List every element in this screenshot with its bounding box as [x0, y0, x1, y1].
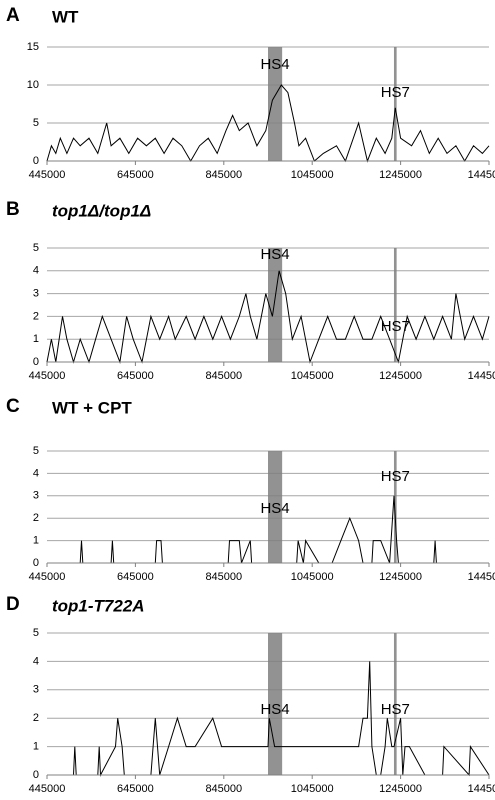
x-tick-label: 445000 [29, 571, 66, 583]
highlight-label: HS7 [381, 701, 410, 718]
highlight-label: HS4 [260, 56, 289, 73]
x-tick-label: 1445000 [468, 571, 495, 583]
y-tick-label: 1 [33, 333, 39, 345]
highlight-label: HS7 [381, 318, 410, 335]
y-tick-label: 0 [33, 155, 39, 167]
highlight-band [393, 451, 397, 563]
highlight-band [268, 248, 283, 362]
x-tick-label: 1045000 [291, 783, 334, 795]
y-tick-label: 1 [33, 535, 39, 547]
x-tick-label: 845000 [205, 571, 242, 583]
x-tick-label: 445000 [29, 370, 66, 382]
panel-label: B [6, 199, 20, 220]
y-tick-label: 5 [33, 242, 39, 254]
highlight-band [393, 47, 397, 161]
panel-title: top1Δ/top1Δ [52, 201, 151, 220]
x-tick-label: 1245000 [379, 370, 422, 382]
highlight-band [393, 248, 397, 362]
x-tick-label: 1245000 [379, 783, 422, 795]
x-tick-label: 1045000 [291, 169, 334, 181]
y-tick-label: 0 [33, 356, 39, 368]
y-tick-label: 4 [33, 265, 39, 277]
y-tick-label: 3 [33, 684, 39, 696]
y-tick-label: 5 [33, 117, 39, 129]
highlight-label: HS4 [260, 500, 289, 517]
x-tick-label: 645000 [117, 169, 154, 181]
highlight-label: HS7 [381, 468, 410, 485]
y-tick-label: 4 [33, 655, 39, 667]
x-tick-label: 1045000 [291, 571, 334, 583]
x-tick-label: 845000 [205, 370, 242, 382]
y-tick-label: 2 [33, 712, 39, 724]
panel-title: top1-T722A [52, 596, 145, 615]
panel-label: A [6, 5, 20, 26]
highlight-band [393, 633, 397, 775]
y-tick-label: 5 [33, 627, 39, 639]
panel-label: C [6, 396, 20, 417]
y-tick-label: 3 [33, 490, 39, 502]
highlight-band [268, 47, 283, 161]
y-tick-label: 0 [33, 769, 39, 781]
y-tick-label: 0 [33, 557, 39, 569]
y-tick-label: 2 [33, 310, 39, 322]
x-tick-label: 645000 [117, 370, 154, 382]
y-tick-label: 4 [33, 467, 39, 479]
x-tick-label: 1445000 [468, 169, 495, 181]
data-line [46, 84, 490, 163]
x-tick-label: 645000 [117, 571, 154, 583]
panel-title: WT + CPT [52, 398, 132, 417]
highlight-label: HS4 [260, 246, 289, 263]
data-line [46, 270, 490, 364]
x-tick-label: 845000 [205, 169, 242, 181]
x-tick-label: 445000 [29, 783, 66, 795]
highlight-band [268, 633, 283, 775]
y-tick-label: 3 [33, 288, 39, 300]
panel-label: D [6, 594, 20, 615]
y-tick-label: 5 [33, 445, 39, 457]
y-tick-label: 1 [33, 741, 39, 753]
highlight-label: HS4 [260, 701, 289, 718]
x-tick-label: 1245000 [379, 571, 422, 583]
x-tick-label: 1045000 [291, 370, 334, 382]
highlight-band [268, 451, 283, 563]
highlight-label: HS7 [381, 84, 410, 101]
x-tick-label: 645000 [117, 783, 154, 795]
y-tick-label: 10 [27, 79, 39, 91]
x-tick-label: 445000 [29, 169, 66, 181]
y-tick-label: 15 [27, 41, 39, 53]
y-tick-label: 2 [33, 512, 39, 524]
x-tick-label: 1445000 [468, 783, 495, 795]
x-tick-label: 1445000 [468, 370, 495, 382]
x-tick-label: 1245000 [379, 169, 422, 181]
panel-title: WT [52, 7, 79, 26]
x-tick-label: 845000 [205, 783, 242, 795]
